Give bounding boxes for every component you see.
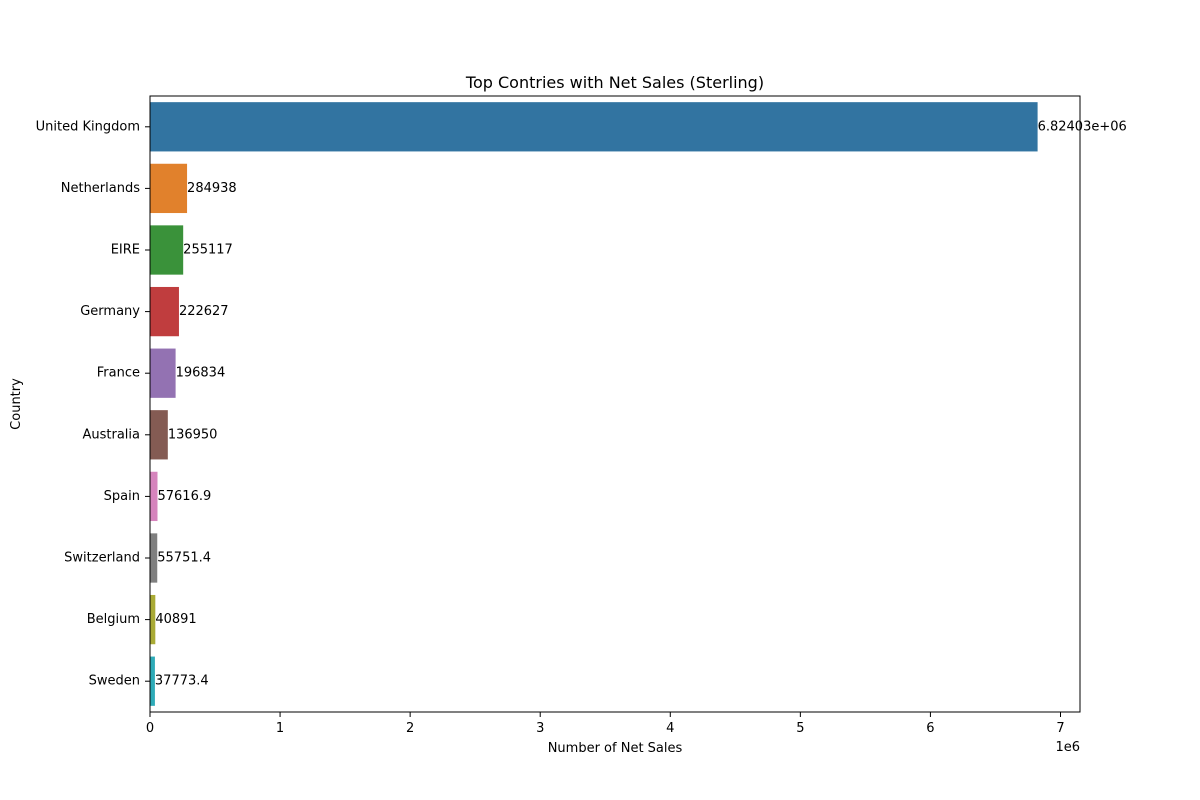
bars-group <box>150 102 1038 706</box>
y-tick-label: Spain <box>104 489 140 504</box>
data-label: 6.82403e+06 <box>1038 119 1127 134</box>
y-tick-label: Germany <box>80 304 140 319</box>
bar <box>150 348 176 398</box>
y-tick-label: Belgium <box>87 612 140 627</box>
plot-frame <box>149 95 1081 713</box>
y-tick-label: EIRE <box>111 243 140 258</box>
y-tick-label: Netherlands <box>61 181 140 196</box>
x-tick-label: 5 <box>796 721 804 736</box>
data-labels-group: 6.82403e+06 284938 255117 222627 196834 13695… <box>155 119 1127 688</box>
y-tick-label: Australia <box>82 427 140 442</box>
data-label: 222627 <box>179 304 229 319</box>
data-label: 136950 <box>168 427 218 442</box>
x-tick-label: 2 <box>406 721 414 736</box>
data-label: 284938 <box>187 181 237 196</box>
x-axis-label: Number of Net Sales <box>548 741 683 756</box>
y-tick-label: United Kingdom <box>36 119 140 134</box>
x-tick-label: 4 <box>666 721 674 736</box>
data-label: 196834 <box>176 366 226 381</box>
x-tick-label: 0 <box>146 721 154 736</box>
y-tick-label: France <box>97 366 140 381</box>
y-axis-ticks: United Kingdom Netherlands EIRE Germany Fran… <box>36 119 150 689</box>
bar <box>150 102 1038 152</box>
chart-title: Top Contries with Net Sales (Sterling) <box>465 73 764 92</box>
data-label: 55751.4 <box>157 551 211 566</box>
y-tick-label: Switzerland <box>64 551 140 566</box>
bar <box>150 533 158 583</box>
data-label: 57616.9 <box>157 489 211 504</box>
bar <box>150 225 184 275</box>
x-axis-offset-label: 1e6 <box>1055 740 1080 755</box>
x-tick-label: 7 <box>1056 721 1064 736</box>
x-tick-label: 1 <box>276 721 284 736</box>
y-axis-label: Country <box>9 378 24 430</box>
data-label: 40891 <box>155 612 196 627</box>
bar <box>150 594 156 645</box>
data-label: 37773.4 <box>155 674 209 689</box>
bar <box>150 163 188 214</box>
x-tick-label: 6 <box>926 721 934 736</box>
bar <box>150 286 179 337</box>
x-tick-label: 3 <box>536 721 544 736</box>
y-tick-label: Sweden <box>89 674 140 689</box>
bar <box>150 471 158 522</box>
data-label: 255117 <box>183 243 233 258</box>
bar <box>150 410 168 460</box>
x-axis-ticks: 0 1 2 3 4 5 6 7 <box>146 712 1065 736</box>
bar <box>150 656 155 706</box>
